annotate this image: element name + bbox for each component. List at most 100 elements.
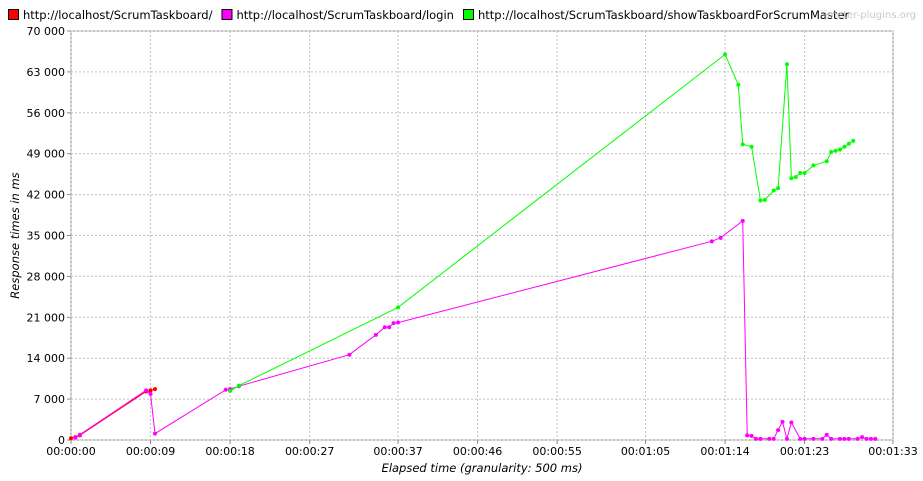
y-tick-label: 56 000	[27, 107, 66, 120]
y-tick-label: 0	[58, 434, 65, 447]
data-point	[749, 144, 754, 149]
data-point	[152, 431, 157, 436]
data-point	[736, 82, 741, 87]
data-point	[148, 388, 153, 393]
legend-item: http://localhost/ScrumTaskboard/	[8, 8, 213, 22]
data-point	[868, 436, 873, 441]
data-point	[837, 147, 842, 152]
data-point	[723, 52, 728, 57]
data-point	[740, 218, 745, 223]
data-point	[396, 320, 401, 325]
data-point	[77, 432, 82, 437]
y-axis: 0 7 000 14 000 21 000 28 000 35 000 42 000 49 0…	[27, 25, 71, 447]
legend-label: http://localhost/ScrumTaskboard/showTask…	[478, 8, 850, 22]
x-tick-label: 00:00:18	[205, 445, 254, 458]
data-point	[223, 387, 228, 392]
plot-area	[70, 30, 894, 441]
data-point	[387, 325, 392, 330]
legend-label: http://localhost/ScrumTaskboard/login	[236, 8, 453, 22]
data-point	[754, 436, 758, 441]
data-point	[846, 436, 851, 441]
x-tick-label: 00:01:05	[621, 445, 670, 458]
watermark: jmeter-plugins.org	[823, 10, 916, 21]
data-point	[855, 436, 860, 441]
data-point	[860, 435, 865, 440]
x-tick-label: 00:01:14	[700, 445, 749, 458]
data-point	[228, 388, 233, 393]
data-point	[833, 148, 838, 153]
x-tick-label: 00:01:23	[780, 445, 829, 458]
data-point	[236, 383, 241, 388]
data-point	[771, 436, 776, 441]
grid	[70, 30, 894, 441]
data-point	[802, 170, 807, 175]
data-point	[811, 163, 816, 168]
x-tick-label: 00:00:00	[46, 445, 95, 458]
data-point	[391, 321, 396, 326]
data-point	[749, 433, 754, 438]
legend-swatch	[221, 9, 233, 20]
data-point	[811, 436, 816, 441]
y-tick-label: 21 000	[27, 311, 66, 324]
data-point	[396, 305, 401, 310]
data-point	[776, 186, 781, 191]
x-tick-label: 00:00:27	[285, 445, 334, 458]
legend: http://localhost/ScrumTaskboard/http://l…	[8, 8, 850, 22]
data-point	[789, 176, 794, 181]
legend-item: http://localhost/ScrumTaskboard/showTask…	[462, 8, 850, 22]
x-axis-title: Elapsed time (granularity: 500 ms)	[382, 461, 583, 475]
x-tick-label: 00:00:37	[373, 445, 422, 458]
data-point	[745, 433, 750, 438]
data-point	[789, 420, 794, 425]
data-point	[758, 198, 763, 203]
data-point	[837, 436, 842, 441]
y-axis-title: Response times in ms	[8, 172, 22, 298]
data-point	[824, 159, 829, 164]
y-tick-label: 35 000	[27, 230, 66, 243]
data-point	[780, 419, 785, 424]
data-point	[373, 332, 378, 337]
data-point	[382, 325, 387, 330]
data-point	[73, 435, 78, 440]
data-point	[842, 436, 847, 441]
data-point	[740, 142, 745, 147]
y-tick-label: 7 000	[34, 393, 66, 406]
x-axis: 00:00:00 00:00:09 00:00:18 00:00:27 00:00:37…	[46, 440, 918, 458]
y-tick-label: 42 000	[27, 189, 66, 202]
data-point	[718, 235, 723, 240]
data-point	[148, 391, 153, 396]
data-point	[798, 436, 803, 441]
legend-item: http://localhost/ScrumTaskboard/login	[221, 8, 454, 22]
data-point	[784, 62, 789, 67]
x-tick-label: 00:00:46	[453, 445, 502, 458]
data-point	[842, 144, 847, 149]
data-point	[784, 436, 789, 441]
legend-swatch	[462, 9, 474, 20]
data-point	[824, 432, 829, 437]
y-tick-label: 49 000	[27, 148, 66, 161]
data-point	[864, 436, 869, 441]
data-point	[829, 436, 834, 441]
y-tick-label: 63 000	[27, 66, 66, 79]
data-point	[347, 352, 352, 357]
y-tick-label: 28 000	[27, 270, 66, 283]
y-tick-label: 70 000	[27, 25, 66, 38]
x-tick-label: 00:00:55	[532, 445, 581, 458]
series-group	[228, 52, 856, 393]
data-point	[762, 197, 767, 202]
series-layer	[69, 52, 878, 441]
x-tick-label: 00:00:09	[126, 445, 175, 458]
legend-label: http://localhost/ScrumTaskboard/	[23, 8, 213, 22]
data-point	[829, 149, 834, 154]
data-point	[152, 387, 157, 392]
data-point	[851, 138, 856, 143]
data-point	[798, 170, 803, 175]
data-point	[771, 188, 776, 193]
legend-swatch	[8, 9, 19, 20]
data-point	[776, 428, 781, 433]
y-tick-label: 14 000	[27, 352, 66, 365]
data-point	[709, 239, 714, 244]
data-point	[69, 436, 73, 441]
data-point	[802, 436, 807, 441]
